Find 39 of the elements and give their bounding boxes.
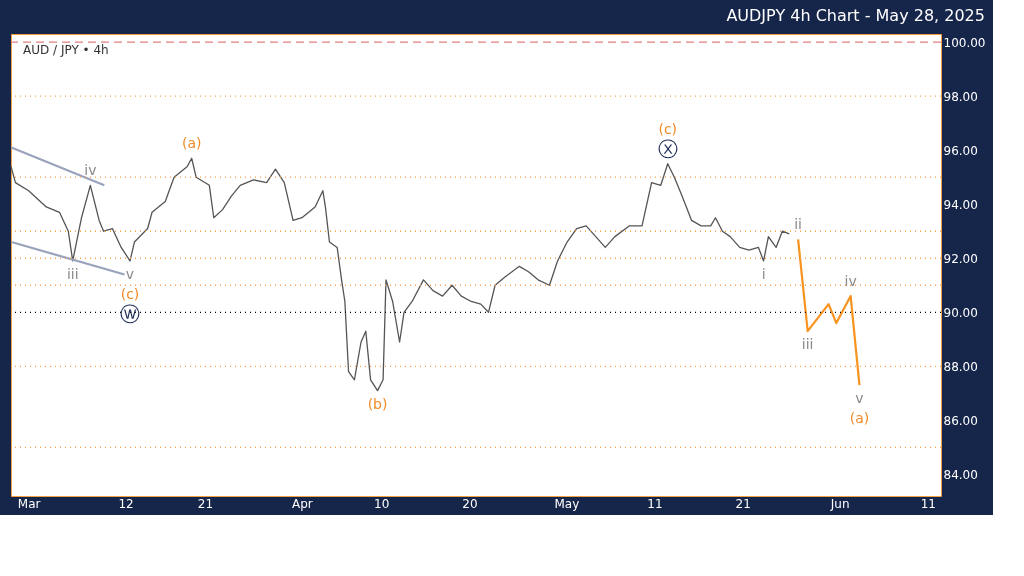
annotation: iii bbox=[66, 265, 79, 282]
x-tick-label: 21 bbox=[735, 496, 751, 511]
x-tick-label: 21 bbox=[197, 496, 214, 511]
annotation: ii bbox=[794, 216, 803, 233]
annotation: iv bbox=[84, 162, 97, 179]
x-tick-label: 12 bbox=[118, 496, 134, 511]
x-tick-label: 11 bbox=[647, 496, 663, 511]
y-tick-label: 90.00 bbox=[943, 305, 978, 320]
x-tick-label: 20 bbox=[462, 496, 478, 511]
annotation: (b) bbox=[367, 395, 388, 412]
y-tick-label: 98.00 bbox=[943, 89, 978, 104]
y-tick-label: 96.00 bbox=[943, 143, 978, 158]
annotation: ⓧ bbox=[657, 136, 678, 161]
annotation: (a) bbox=[849, 410, 870, 427]
x-tick-label: Jun bbox=[829, 496, 850, 511]
y-tick-label: 84.00 bbox=[943, 467, 978, 482]
x-tick-label: Mar bbox=[17, 496, 41, 511]
annotation: ⓦ bbox=[120, 301, 140, 326]
y-tick-label: 92.00 bbox=[943, 251, 978, 266]
x-tick-label: Apr bbox=[292, 496, 313, 511]
x-tick-label: May bbox=[554, 496, 580, 511]
line-series bbox=[10, 157, 790, 392]
annotation: v bbox=[125, 265, 135, 282]
x-tick-label: 10 bbox=[374, 496, 390, 511]
y-tick-label: 86.00 bbox=[943, 413, 978, 428]
annotation: iii bbox=[801, 336, 814, 353]
annotation: (c) bbox=[658, 120, 678, 137]
line-series bbox=[797, 238, 861, 387]
annotation: v bbox=[855, 390, 864, 407]
annotation: AUD / JPY • 4h bbox=[23, 43, 109, 57]
annotation: iv bbox=[844, 273, 857, 290]
chart-title: AUDJPY 4h Chart - May 28, 2025 bbox=[726, 6, 985, 25]
y-tick-label: 94.00 bbox=[943, 197, 978, 212]
x-tick-label: 11 bbox=[920, 496, 936, 511]
y-tick-label: 88.00 bbox=[943, 359, 978, 374]
annotation: i bbox=[761, 265, 766, 282]
annotation: (c) bbox=[120, 285, 140, 302]
annotation: (a) bbox=[181, 135, 202, 152]
y-tick-label: 100.00 bbox=[943, 35, 986, 50]
